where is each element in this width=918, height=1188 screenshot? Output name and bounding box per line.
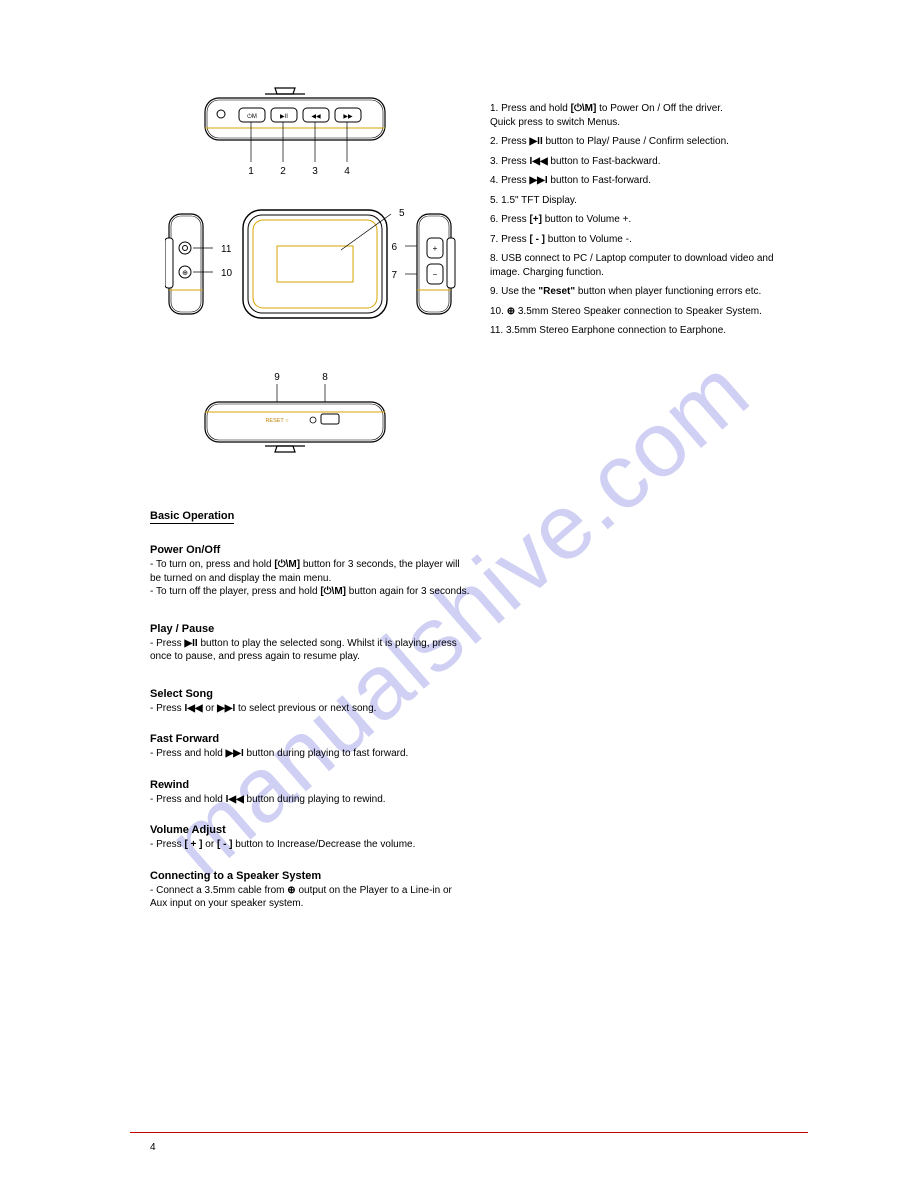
parts-list-item: 8. USB connect to PC / Laptop computer t… (490, 252, 790, 279)
svg-text:−: − (433, 270, 438, 279)
power-line1: To turn on, press and hold [⏻\M] button … (150, 558, 470, 585)
callout-8: 8 (322, 372, 328, 383)
parts-list-item: 5. 1.5" TFT Display. (490, 194, 790, 208)
parts-list-item: 9. Use the "Reset" button when player fu… (490, 285, 790, 299)
parts-list-item: 7. Press [ - ] button to Volume -. (490, 233, 790, 247)
svg-text:▶▶: ▶▶ (343, 114, 353, 120)
rew-title: Rewind (150, 779, 470, 791)
vol-line1: Press [ + ] or [ - ] button to Increase/… (150, 838, 470, 852)
callout-10: 10 (221, 268, 233, 279)
callout-3: 3 (312, 166, 318, 177)
callout-11: 11 (221, 244, 232, 255)
speaker-line1: Connect a 3.5mm cable from ⊕ output on t… (150, 884, 470, 911)
page-number: 4 (150, 1142, 156, 1153)
playpause-line1: Press ▶II button to play the selected so… (150, 637, 470, 664)
parts-list-item: 10. ⊕ 3.5mm Stereo Speaker connection to… (490, 305, 790, 319)
svg-text:+: + (433, 244, 438, 253)
parts-list-item: 11. 3.5mm Stereo Earphone connection to … (490, 324, 790, 338)
parts-list-item: 1. Press and hold [⏻\M] to Power On / Of… (490, 102, 790, 129)
select-title: Select Song (150, 688, 470, 700)
callout-6: 6 (391, 242, 397, 253)
callout-2: 2 (280, 166, 286, 177)
callout-4: 4 (344, 166, 350, 177)
speaker-title: Connecting to a Speaker System (150, 870, 470, 882)
callout-7: 7 (391, 270, 397, 281)
power-title: Power On/Off (150, 544, 470, 556)
callout-1: 1 (248, 166, 254, 177)
rew-line1: Press and hold I◀◀ button during playing… (150, 793, 470, 807)
ff-line1: Press and hold ▶▶I button during playing… (150, 747, 470, 761)
device-diagram: ⏻M ▶II ◀◀ ▶▶ 1 2 3 4 (165, 80, 465, 480)
parts-list-item: 3. Press I◀◀ button to Fast-backward. (490, 155, 790, 169)
svg-text:◀◀: ◀◀ (311, 114, 321, 120)
ff-title: Fast Forward (150, 733, 470, 745)
svg-text:⊕: ⊕ (182, 270, 188, 277)
parts-list-item: 2. Press ▶II button to Play/ Pause / Con… (490, 135, 790, 149)
parts-list-item: 6. Press [+] button to Volume +. (490, 213, 790, 227)
parts-list-item: 4. Press ▶▶I button to Fast-forward. (490, 174, 790, 188)
svg-text:▶II: ▶II (280, 114, 288, 120)
callout-9: 9 (274, 372, 280, 383)
svg-text:⏻M: ⏻M (247, 113, 257, 120)
basic-operation-title: Basic Operation (150, 510, 234, 524)
svg-text:RESET ○: RESET ○ (265, 418, 288, 424)
basic-operation-section: Basic Operation Power On/Off To turn on,… (150, 510, 470, 919)
playpause-title: Play / Pause (150, 623, 470, 635)
select-line1: Press I◀◀ or ▶▶I to select previous or n… (150, 702, 470, 716)
callout-5: 5 (399, 208, 405, 219)
power-line2: To turn off the player, press and hold [… (150, 585, 470, 599)
vol-title: Volume Adjust (150, 824, 470, 836)
parts-list: 1. Press and hold [⏻\M] to Power On / Of… (490, 102, 790, 344)
footer-divider (130, 1132, 808, 1133)
